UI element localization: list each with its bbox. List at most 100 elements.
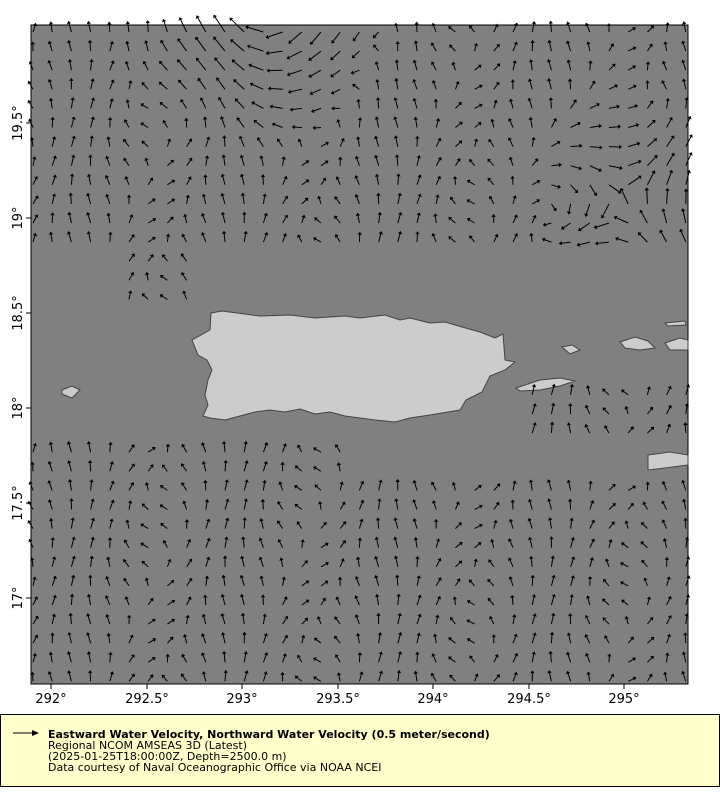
velocity-arrow xyxy=(470,581,475,587)
velocity-arrow-head xyxy=(681,59,686,64)
velocity-arrow-head xyxy=(664,556,670,560)
velocity-arrow xyxy=(146,160,149,166)
velocity-arrow-head xyxy=(490,538,495,543)
velocity-arrow xyxy=(199,79,207,90)
velocity-arrow xyxy=(627,638,633,644)
velocity-arrow-head xyxy=(105,575,110,580)
velocity-arrow-head xyxy=(34,214,39,219)
velocity-arrow-head xyxy=(277,520,281,525)
velocity-arrow xyxy=(470,27,475,33)
velocity-arrow xyxy=(469,181,475,186)
velocity-arrow xyxy=(147,256,153,262)
velocity-arrow-head xyxy=(90,517,96,522)
velocity-arrow xyxy=(128,236,134,243)
velocity-arrow xyxy=(529,81,533,90)
velocity-arrow-head xyxy=(598,123,602,129)
velocity-arrow xyxy=(335,618,341,625)
velocity-arrow-head xyxy=(551,574,556,579)
velocity-arrow-head xyxy=(341,501,346,506)
velocity-arrow-head xyxy=(260,174,266,178)
velocity-arrow xyxy=(568,62,572,71)
velocity-arrow-head xyxy=(158,81,163,86)
velocity-arrow xyxy=(335,637,341,644)
velocity-arrow-head xyxy=(448,217,453,221)
velocity-arrow xyxy=(69,214,72,224)
velocity-arrow-head xyxy=(263,632,268,637)
velocity-arrow-head xyxy=(86,632,91,636)
velocity-arrow xyxy=(224,462,227,472)
velocity-arrow-head xyxy=(638,159,642,164)
velocity-arrow-head xyxy=(661,60,667,65)
velocity-arrow-head xyxy=(220,192,225,197)
velocity-arrow-head xyxy=(52,174,57,179)
velocity-arrow-head xyxy=(106,212,111,216)
velocity-arrow-head xyxy=(187,176,192,180)
velocity-arrow-head xyxy=(89,479,94,483)
velocity-arrow xyxy=(549,672,552,682)
velocity-arrow-head xyxy=(466,218,471,222)
velocity-arrow xyxy=(30,483,34,491)
velocity-arrow xyxy=(628,124,637,128)
velocity-arrow-head xyxy=(34,596,39,600)
velocity-arrow xyxy=(161,103,168,109)
velocity-arrow xyxy=(589,483,592,491)
velocity-arrow-head xyxy=(377,498,382,502)
velocity-arrow xyxy=(147,639,154,644)
velocity-arrow-head xyxy=(222,135,227,139)
velocity-arrow xyxy=(395,501,399,510)
velocity-arrow xyxy=(69,61,72,71)
velocity-arrow xyxy=(647,428,653,434)
velocity-arrow-head xyxy=(551,593,556,598)
velocity-arrow-head xyxy=(335,596,340,601)
velocity-arrow xyxy=(310,69,322,77)
velocity-arrow xyxy=(474,561,477,567)
velocity-arrow xyxy=(470,160,475,167)
velocity-arrow-head xyxy=(130,482,135,486)
velocity-arrow-head xyxy=(87,459,93,464)
velocity-arrow xyxy=(605,427,610,434)
velocity-arrow-head xyxy=(566,422,572,426)
velocity-arrow-head xyxy=(594,241,599,246)
velocity-arrow xyxy=(147,179,152,186)
velocity-arrow-head xyxy=(66,441,72,445)
velocity-arrow xyxy=(282,618,287,625)
velocity-arrow xyxy=(282,197,287,205)
velocity-arrow-head xyxy=(286,72,291,77)
velocity-arrow xyxy=(509,139,514,147)
velocity-arrow-head xyxy=(70,517,75,521)
velocity-arrow-head xyxy=(569,594,574,598)
velocity-arrow-head xyxy=(131,673,135,678)
velocity-arrow-head xyxy=(449,674,454,679)
velocity-arrow-head xyxy=(259,575,264,579)
velocity-arrow-head xyxy=(512,195,517,199)
velocity-arrow-head xyxy=(325,141,329,146)
velocity-arrow-head xyxy=(110,499,115,504)
velocity-arrow-head xyxy=(342,521,347,525)
velocity-arrow-head xyxy=(244,460,249,464)
velocity-arrow xyxy=(32,216,37,224)
velocity-arrow-head xyxy=(47,671,52,675)
velocity-arrow-head xyxy=(650,655,654,660)
velocity-arrow xyxy=(241,157,245,166)
velocity-arrow xyxy=(544,239,552,243)
velocity-arrow xyxy=(274,124,283,128)
velocity-arrow xyxy=(646,172,654,186)
velocity-arrow-head xyxy=(536,199,541,203)
velocity-arrow-head xyxy=(557,184,561,189)
velocity-arrow xyxy=(621,190,629,205)
velocity-arrow xyxy=(69,481,72,491)
velocity-arrow xyxy=(301,161,308,167)
velocity-arrow xyxy=(493,65,499,71)
velocity-arrow xyxy=(647,156,656,167)
velocity-arrow xyxy=(434,216,437,224)
velocity-arrow xyxy=(301,637,304,644)
velocity-arrow-head xyxy=(494,654,499,658)
velocity-arrow xyxy=(128,675,134,682)
velocity-arrow-head xyxy=(334,444,339,448)
velocity-arrow-head xyxy=(165,653,170,657)
velocity-arrow-head xyxy=(527,498,533,503)
velocity-arrow-head xyxy=(686,169,691,174)
velocity-arrow-head xyxy=(263,460,268,465)
x-tick-label: 295° xyxy=(608,692,639,707)
velocity-arrow xyxy=(315,448,322,453)
